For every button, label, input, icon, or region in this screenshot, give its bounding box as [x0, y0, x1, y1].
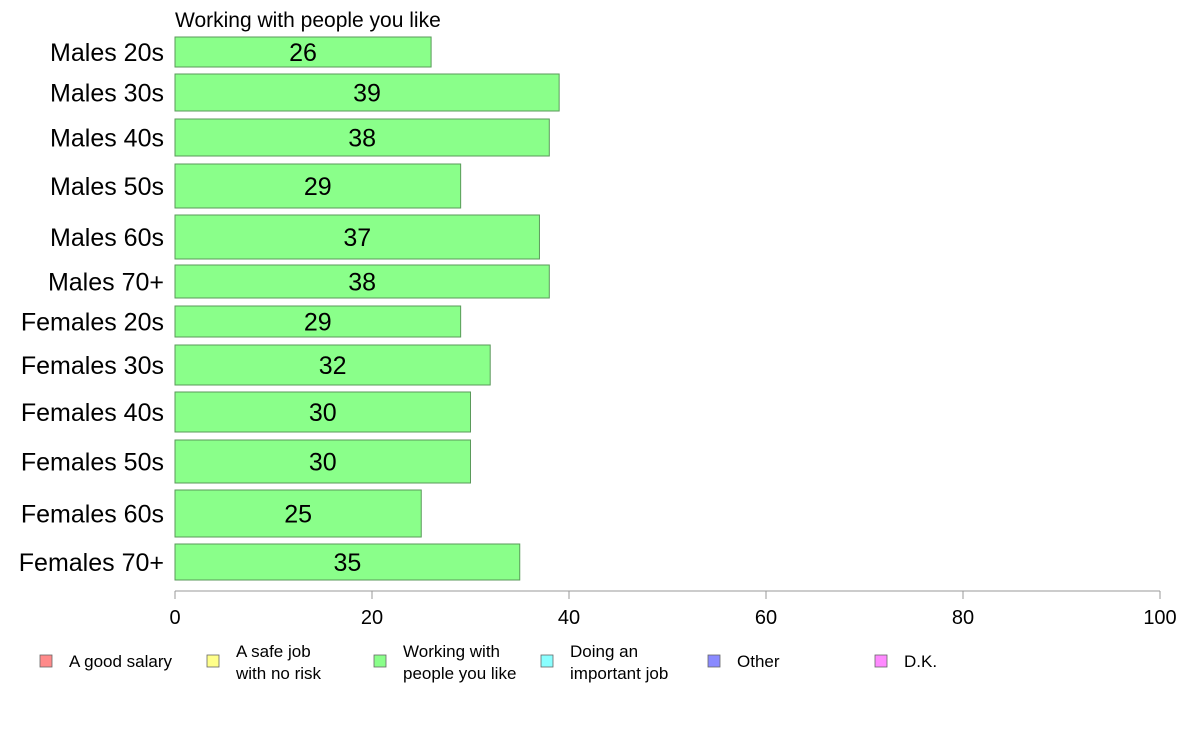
legend-label: A good salary [69, 652, 173, 671]
bar [174, 264, 550, 299]
legend-swatch [373, 654, 387, 668]
legend-swatch [39, 654, 53, 668]
bar [174, 163, 462, 209]
x-tick-label: 60 [755, 607, 777, 629]
legend-swatch [874, 654, 888, 668]
value-label: 39 [353, 80, 381, 108]
legend-item: Other [707, 652, 780, 671]
legend-label: Working with [403, 642, 500, 661]
bars-group [174, 36, 560, 581]
bar [174, 214, 540, 260]
value-label: 38 [348, 269, 376, 297]
category-label: Females 70+ [19, 549, 164, 577]
category-label: Males 40s [50, 125, 164, 153]
legend-item: A safe job with no risk [206, 642, 322, 683]
bar [174, 344, 491, 386]
legend-label: with no risk [235, 664, 322, 683]
value-label: 38 [348, 125, 376, 153]
legend-swatch [206, 654, 220, 668]
value-label: 32 [319, 352, 347, 380]
value-label: 37 [343, 224, 371, 252]
x-tick-label: 20 [361, 607, 383, 629]
category-label: Females 60s [21, 501, 164, 529]
category-label: Females 20s [21, 309, 164, 337]
value-label: 35 [333, 549, 361, 577]
legend-item: D.K. [874, 652, 937, 671]
x-tick-label: 40 [558, 607, 580, 629]
legend-label: A safe job [236, 642, 311, 661]
value-labels-group: 26 39 38 29 37 38 29 32 30 30 25 35 [284, 39, 381, 577]
category-label: Males 50s [50, 173, 164, 201]
value-label: 30 [309, 449, 337, 477]
category-label: Males 30s [50, 80, 164, 108]
bar [174, 543, 521, 581]
x-tick-label: 0 [169, 607, 180, 629]
value-label: 29 [304, 309, 332, 337]
category-label: Males 20s [50, 39, 164, 67]
legend-label: Doing an [570, 642, 638, 661]
category-label: Females 40s [21, 399, 164, 427]
bar [174, 391, 471, 433]
legend-label: people you like [403, 664, 516, 683]
bar [174, 439, 471, 484]
value-label: 30 [309, 399, 337, 427]
bar [174, 73, 560, 112]
x-axis: 0 20 40 60 80 100 [169, 590, 1177, 629]
legend-item: A good salary [39, 652, 173, 671]
bar [174, 118, 550, 157]
bar [174, 305, 462, 338]
legend: A good salary A safe job with no risk Worki… [39, 642, 937, 683]
value-label: 26 [289, 39, 317, 67]
chart-title: Working with people you like [175, 9, 441, 32]
legend-label: D.K. [904, 652, 937, 671]
value-label: 25 [284, 501, 312, 529]
bar [174, 36, 432, 68]
category-label: Males 60s [50, 224, 164, 252]
legend-label: important job [570, 664, 668, 683]
legend-swatch [707, 654, 721, 668]
category-labels-group: Males 20s Males 30s Males 40s Males 50s Male… [19, 39, 164, 577]
x-tick-label: 80 [952, 607, 974, 629]
x-tick-label: 100 [1143, 607, 1176, 629]
legend-label: Other [737, 652, 780, 671]
legend-swatch [540, 654, 554, 668]
category-label: Females 50s [21, 449, 164, 477]
bar [174, 489, 422, 538]
value-label: 29 [304, 173, 332, 201]
category-label: Males 70+ [48, 269, 164, 297]
legend-item: Working with people you like [373, 642, 516, 683]
legend-item: Doing an important job [540, 642, 668, 683]
category-label: Females 30s [21, 352, 164, 380]
